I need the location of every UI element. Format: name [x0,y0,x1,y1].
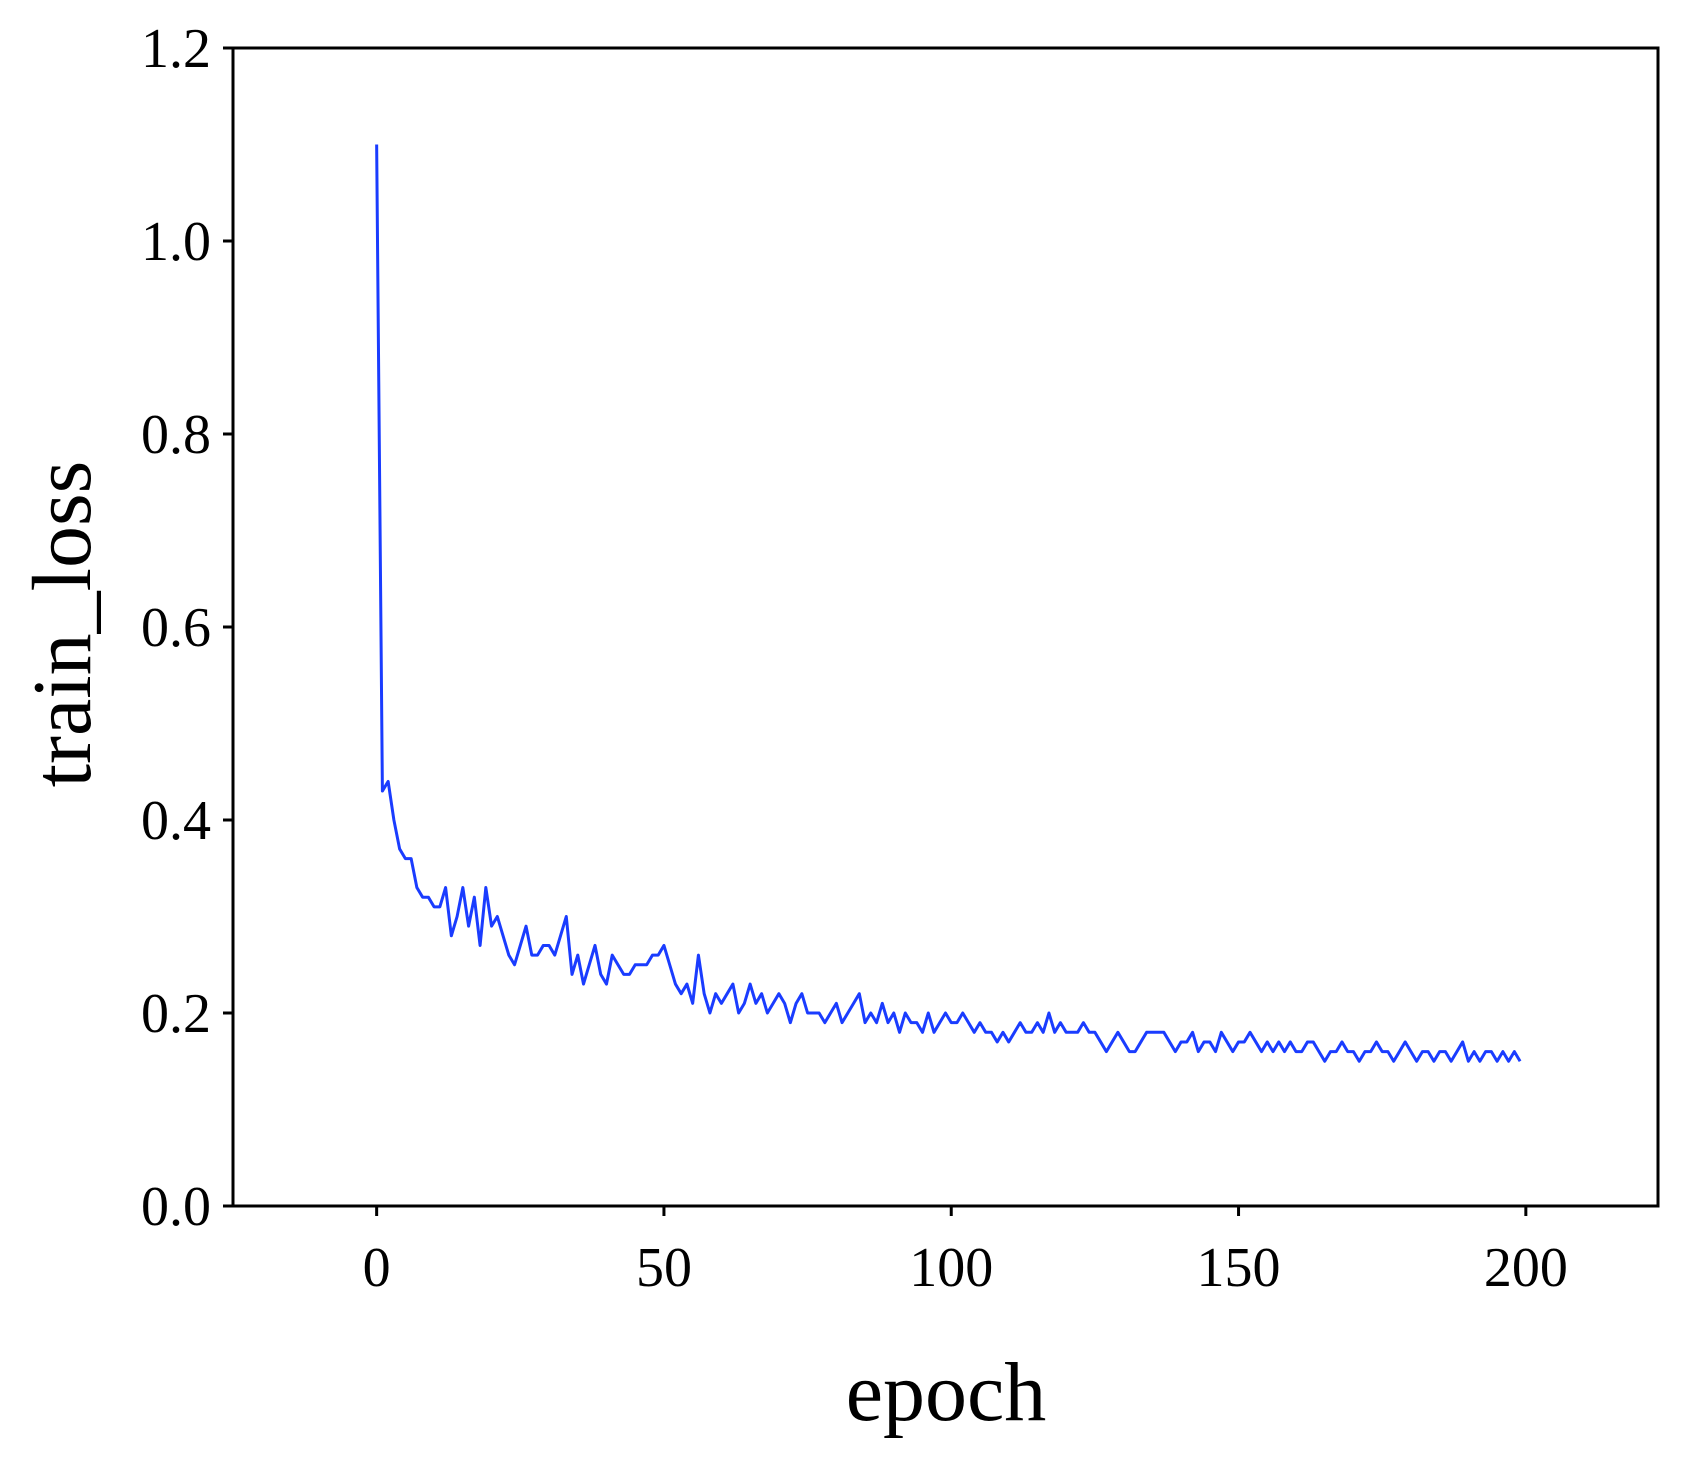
y-tick-label: 0.0 [141,1176,211,1238]
y-tick-label: 0.4 [141,790,211,852]
y-axis-title: train_loss [16,461,109,788]
x-axis-title: epoch [846,1346,1047,1439]
y-tick-label: 0.6 [141,597,211,659]
x-tick-label: 100 [909,1237,993,1299]
loss-line [375,144,1522,1063]
x-tick-label: 0 [363,1237,391,1299]
x-tick-label: 50 [636,1237,692,1299]
x-tick-label: 150 [1197,1237,1281,1299]
y-tick-label: 1.2 [141,18,211,80]
y-tick-label: 1.0 [141,211,211,273]
plot-frame [231,46,1660,1208]
y-tick-label: 0.8 [141,404,211,466]
x-tick-label: 200 [1484,1237,1568,1299]
y-tick-label: 0.2 [141,983,211,1045]
